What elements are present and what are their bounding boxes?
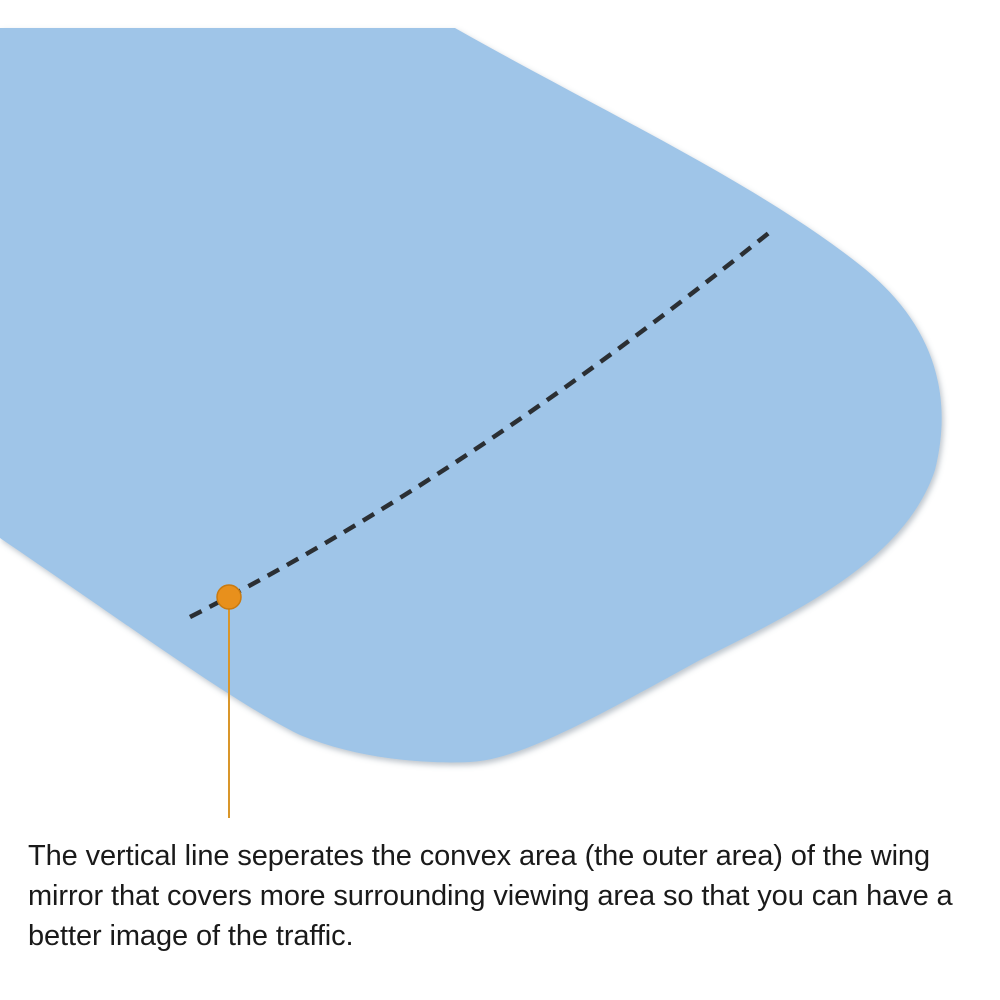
- wing-mirror-glass: [0, 28, 942, 763]
- caption-text: The vertical line seperates the convex a…: [28, 840, 953, 952]
- orange-dot-marker-icon: [216, 584, 242, 610]
- convex-area-divider-line: [188, 230, 772, 620]
